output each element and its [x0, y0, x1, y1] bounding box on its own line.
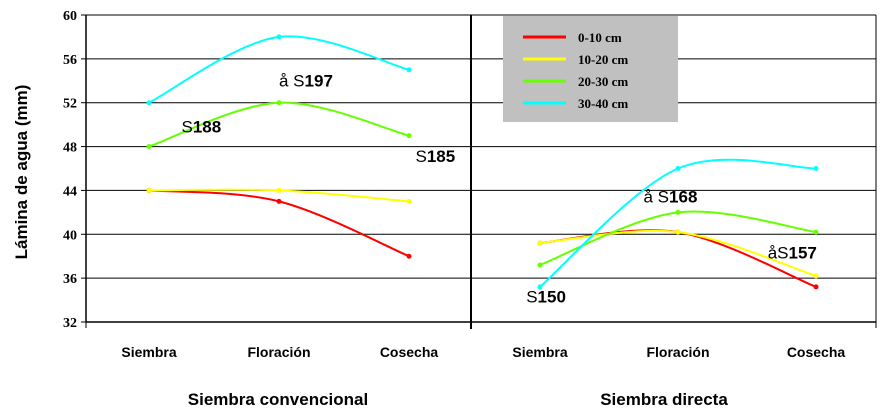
data-point — [537, 284, 543, 290]
data-point — [813, 166, 819, 171]
x-tick-label: Cosecha — [380, 344, 439, 360]
x-tick-label: Siembra — [121, 344, 176, 360]
legend-label: 0-10 cm — [578, 30, 622, 45]
annotation-label: S185 — [416, 147, 456, 166]
legend-label: 10-20 cm — [578, 52, 628, 67]
data-point — [537, 262, 543, 268]
x-tick-labels: Siembra Floración Cosecha Siembra Floración C… — [121, 344, 845, 360]
annotation-label: S150 — [526, 287, 566, 306]
legend: 0-10 cm 10-20 cm 20-30 cm 30-40 cm — [503, 16, 678, 122]
x-tick-label: Cosecha — [787, 344, 846, 360]
data-point — [675, 229, 681, 235]
data-point — [406, 67, 412, 73]
annotation-label: å S197 — [279, 71, 333, 90]
axes — [81, 14, 877, 329]
data-point — [813, 273, 819, 279]
data-point — [813, 284, 819, 290]
data-point — [406, 253, 412, 259]
x-tick-label: Siembra — [512, 344, 567, 360]
series-lines — [146, 34, 819, 290]
data-point — [146, 144, 152, 150]
legend-label: 30-40 cm — [578, 96, 628, 111]
panel-title-right: Siembra directa — [600, 390, 728, 409]
data-point — [146, 100, 152, 106]
y-tick-label: 32 — [63, 316, 77, 331]
y-tick-label: 44 — [63, 184, 77, 199]
annotation-label: åS157 — [768, 243, 817, 262]
y-axis-label: Lámina de agua (mm) — [12, 85, 31, 260]
data-point — [276, 198, 282, 204]
data-point — [406, 133, 412, 139]
annotations: S188 å S197 S185 S150 å S168 åS157 — [182, 71, 817, 306]
series-line-30-40cm — [148, 35, 410, 104]
x-tick-label: Floración — [646, 344, 709, 360]
y-tick-label: 40 — [63, 228, 77, 243]
annotation-label: S188 — [182, 117, 222, 136]
gridlines — [86, 14, 876, 279]
data-point — [276, 34, 282, 40]
annotation-label: å S168 — [644, 187, 698, 206]
data-point — [406, 198, 412, 204]
y-tick-labels: 32 36 40 44 48 52 56 60 — [63, 9, 77, 331]
y-tick-label: 60 — [63, 9, 77, 24]
data-point — [276, 100, 282, 106]
x-tick-label: Floración — [247, 344, 310, 360]
y-tick-label: 36 — [63, 272, 77, 287]
data-point — [537, 240, 543, 246]
data-point — [813, 229, 819, 235]
y-tick-label: 48 — [63, 141, 77, 156]
panel-title-left: Siembra convencional — [188, 390, 368, 409]
data-point — [146, 187, 152, 193]
data-point — [276, 187, 282, 193]
data-point — [675, 209, 681, 215]
y-tick-label: 52 — [63, 97, 77, 112]
y-tick-label: 56 — [63, 53, 77, 68]
data-point — [675, 166, 681, 171]
legend-label: 20-30 cm — [578, 74, 628, 89]
